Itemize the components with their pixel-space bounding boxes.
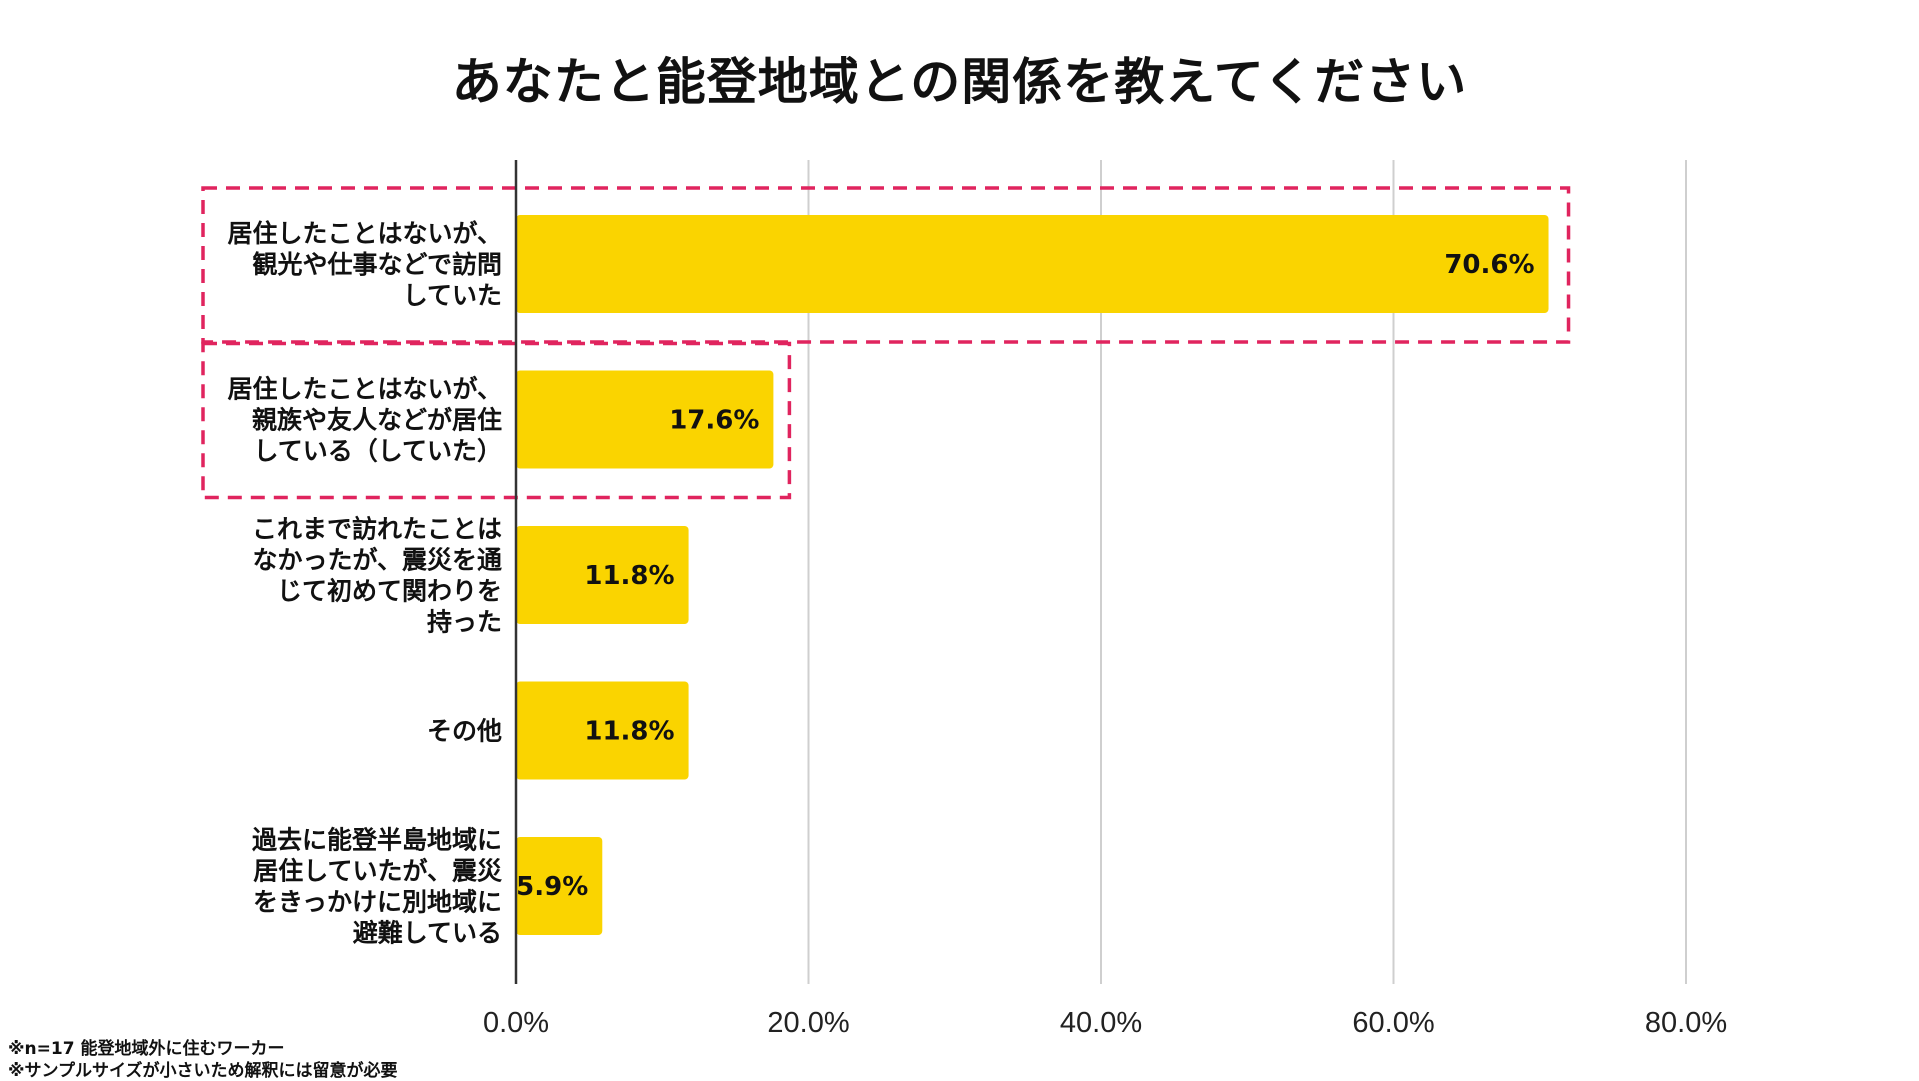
category-label: していた [403,281,502,310]
data-label: 11.8% [584,561,674,591]
category-label: 避難している [353,919,502,948]
category-label: している（していた） [253,437,502,466]
data-label: 11.8% [584,717,674,747]
bars [516,215,1549,935]
category-label: これまで訪れたことは [252,515,502,544]
category-label: その他 [427,717,502,746]
bar [516,526,689,624]
footnote-caution: ※サンプルサイズが小さいため解釈には留意が必要 [8,1061,398,1081]
data-label: 70.6% [1444,250,1534,280]
x-tick-label: 40.0% [1060,1007,1142,1039]
bar [516,370,774,469]
highlight-box [201,341,792,500]
category-label: 過去に能登半島地域に [252,826,502,855]
category-label: なかったが、震災を通 [252,546,502,575]
x-tick-label: 20.0% [767,1007,849,1039]
x-tick-label: 60.0% [1352,1007,1434,1039]
category-label: 居住していたが、震災 [253,857,503,886]
bar [516,837,603,935]
category-label: 親族や友人などが居住 [252,406,502,435]
category-label: 居住したことはないが、 [227,219,502,248]
highlight-boxes [201,186,1571,500]
bar [516,215,1549,313]
bar [516,681,689,780]
category-label: をきっかけに別地域に [253,888,502,917]
data-label: 17.6% [669,406,759,436]
x-tick-label: 0.0% [483,1007,549,1039]
category-label: 居住したことはないが、 [227,375,502,404]
category-label: 持った [427,608,502,637]
labels: 0.0% 20.0% 40.0% 60.0% 80.0% 70.6% 居住したことはないが、… [227,219,1727,1039]
category-label: じて初めて関わりを [277,577,502,606]
chart-title: あなたと能登地域との関係を教えてください [451,53,1468,111]
data-label: 5.9% [516,872,588,902]
category-label: 観光や仕事などで訪問 [252,250,502,279]
footnote-sample: ※n=17 能登地域外に住むワーカー [8,1039,285,1059]
x-tick-label: 80.0% [1645,1007,1727,1039]
